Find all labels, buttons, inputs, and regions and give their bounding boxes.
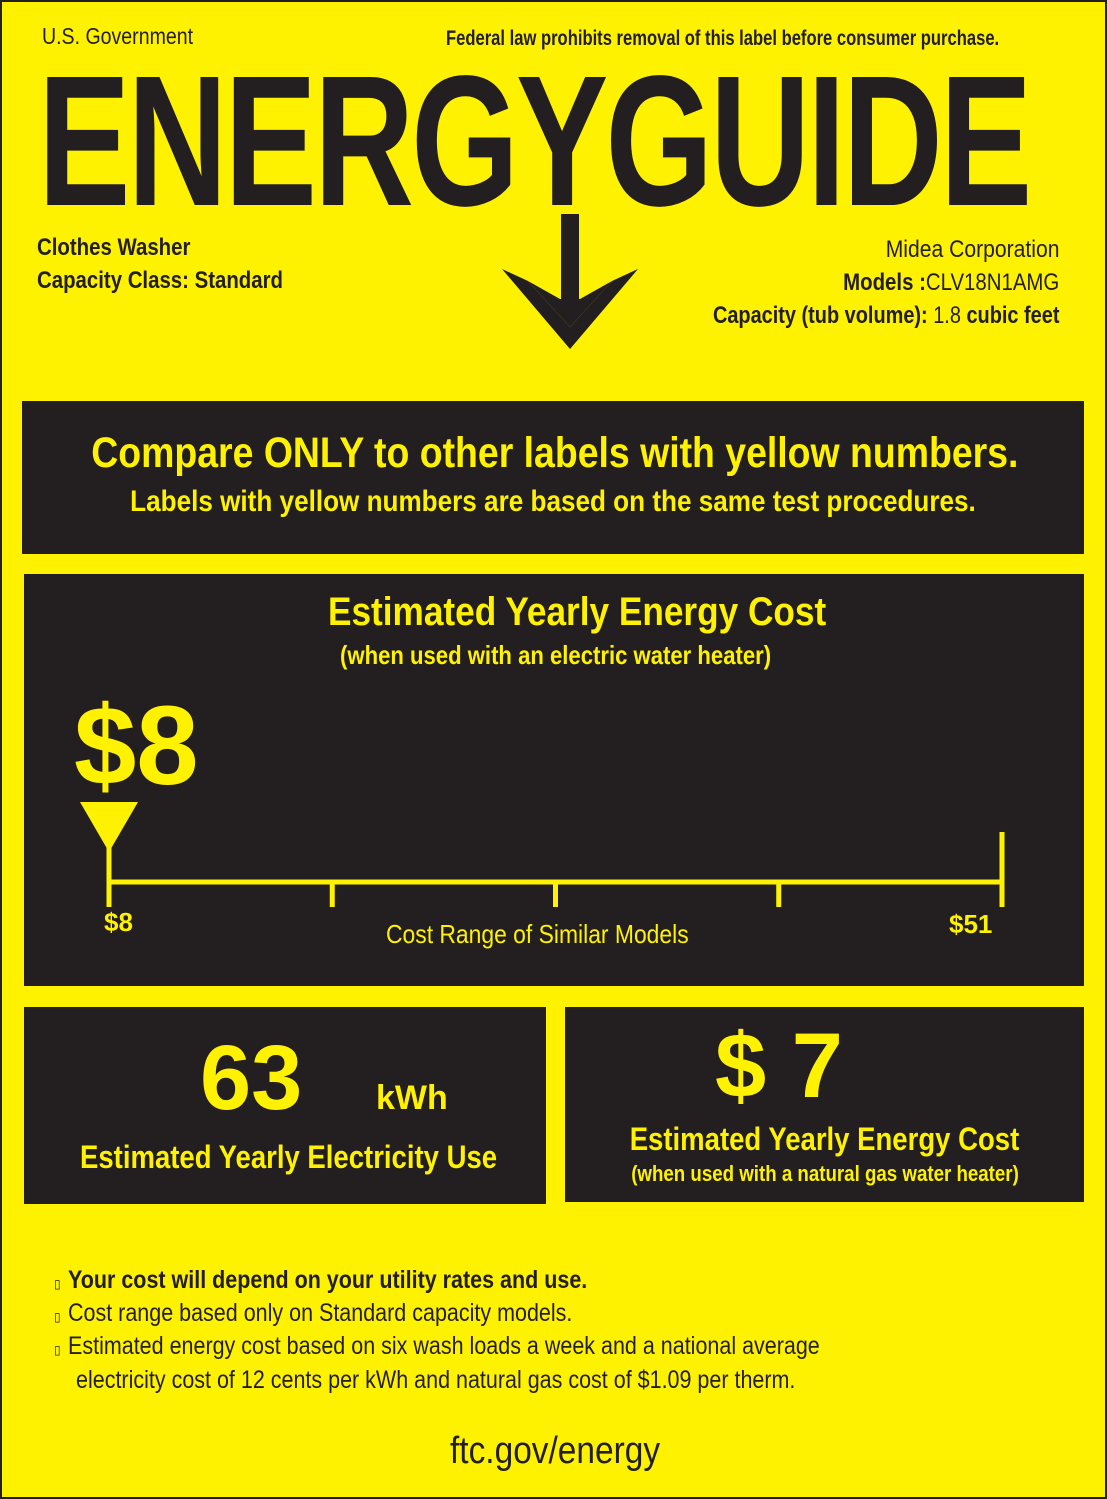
models-label: Models : [842, 269, 926, 296]
gas-cost-title: Estimated Yearly Energy Cost [629, 1121, 1020, 1157]
gas-cost-subtitle: (when used with a natural gas water heat… [630, 1161, 1019, 1186]
capacity-class: Capacity Class: Standard [37, 267, 284, 294]
range-label: Cost Range of Similar Models [386, 919, 689, 949]
ftc-link[interactable]: ftc.gov/energy [450, 1430, 661, 1472]
model-line: Models :CLV18N1AMG [805, 269, 1059, 297]
compare-line-1: Compare ONLY to other labels with yellow… [91, 429, 1019, 477]
cost-range-scale [80, 802, 1005, 907]
bullet-icon: ▯ [54, 1310, 61, 1324]
product-type: Clothes Washer [37, 234, 191, 261]
range-min-label: $8 [104, 907, 133, 937]
note-3: ▯ Estimated energy cost based on six was… [54, 1332, 820, 1360]
note-1: ▯ Your cost will depend on your utility … [54, 1266, 587, 1294]
cost-title: Estimated Yearly Energy Cost [327, 590, 827, 634]
note-3-continued: electricity cost of 12 cents per kWh and… [76, 1366, 796, 1394]
gas-cost-value: $ 7 [715, 1015, 843, 1117]
electric-cost-box: Estimated Yearly Energy Cost (when used … [24, 574, 1084, 986]
compare-box: Compare ONLY to other labels with yellow… [22, 401, 1084, 554]
manufacturer: Midea Corporation [885, 236, 1059, 263]
gas-cost-box: $ 7 Estimated Yearly Energy Cost (when u… [565, 1007, 1084, 1202]
cost-value: $8 [74, 683, 199, 808]
compare-line-2: Labels with yellow numbers are based on … [130, 485, 976, 518]
energyguide-title: ENERGYGUIDE [38, 38, 1032, 245]
electricity-label: Estimated Yearly Electricity Use [80, 1139, 498, 1175]
note-2: ▯ Cost range based only on Standard capa… [54, 1299, 572, 1327]
down-arrow-icon [502, 214, 638, 349]
removal-warning: Federal law prohibits removal of this la… [446, 27, 1000, 50]
bullet-icon: ▯ [54, 1343, 61, 1357]
cost-subtitle: (when used with an electric water heater… [340, 640, 772, 670]
electricity-use-box: 63 kWh Estimated Yearly Electricity Use [24, 1007, 546, 1204]
cost-pointer-icon [80, 802, 138, 852]
capacity-unit: cubic feet [966, 302, 1059, 329]
capacity-line: Capacity (tub volume): 1.8 cubic feet [642, 302, 1059, 330]
kwh-unit: kWh [376, 1079, 448, 1117]
capacity-value: 1.8 [932, 302, 961, 329]
bullet-icon: ▯ [54, 1277, 61, 1291]
range-max-label: $51 [949, 909, 993, 939]
model-number: CLV18N1AMG [925, 269, 1059, 296]
kwh-value: 63 [200, 1027, 303, 1129]
capacity-label: Capacity (tub volume): [712, 302, 928, 329]
us-government-text: U.S. Government [42, 23, 194, 49]
